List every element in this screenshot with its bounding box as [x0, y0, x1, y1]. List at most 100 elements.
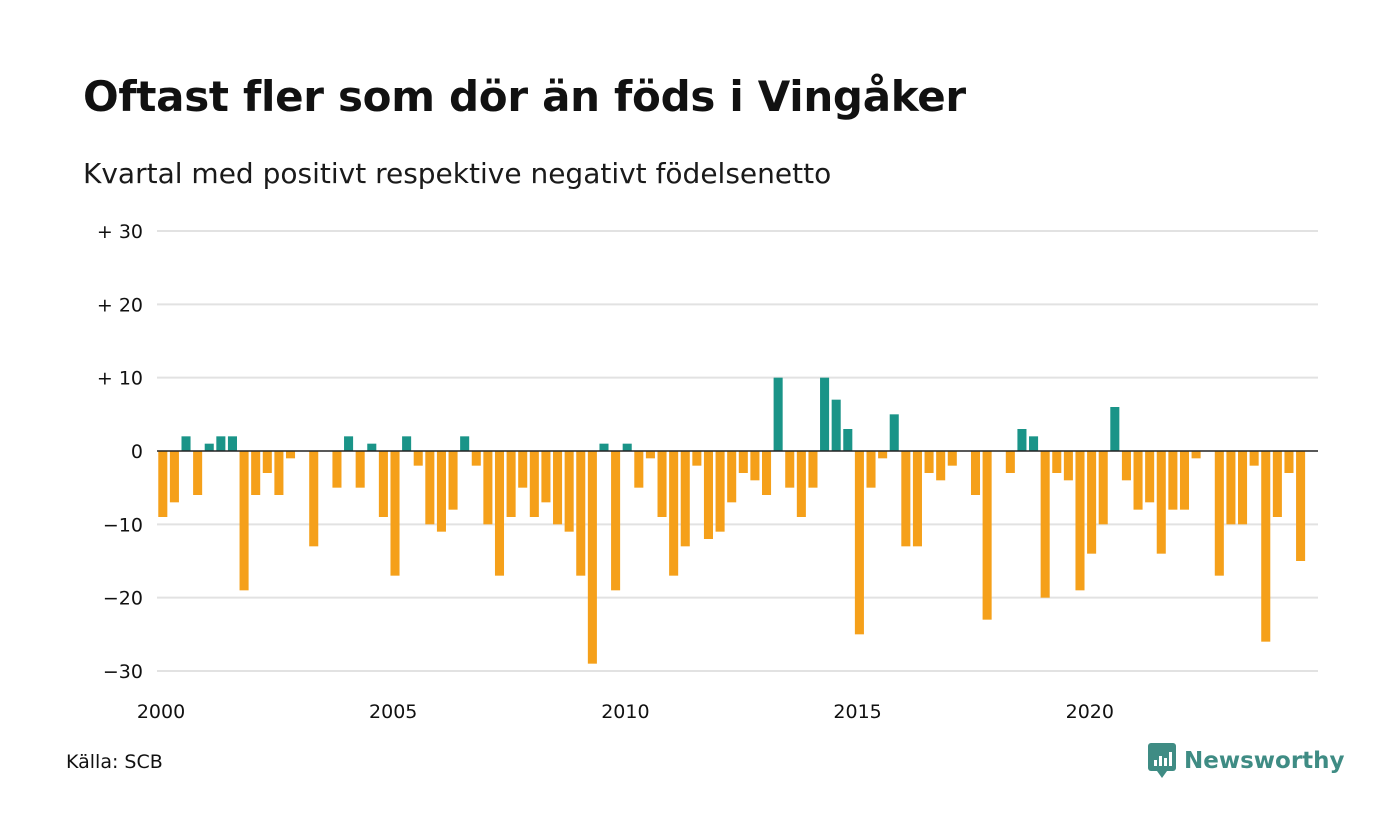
bar — [1017, 429, 1027, 451]
bar — [1133, 451, 1143, 510]
bar — [808, 451, 818, 488]
bar — [1226, 451, 1236, 525]
bar — [1075, 451, 1085, 591]
x-tick-label: 2010 — [601, 701, 649, 723]
bar — [587, 451, 597, 664]
bar — [576, 451, 586, 576]
bar — [378, 451, 388, 517]
bar — [460, 436, 470, 451]
bar — [750, 451, 760, 481]
bar — [285, 451, 296, 459]
bar — [483, 451, 493, 525]
bar — [1179, 451, 1190, 510]
bar — [1005, 451, 1015, 473]
y-tick-label: + 30 — [97, 221, 143, 243]
bar — [878, 451, 888, 459]
x-tick-label: 2005 — [369, 701, 417, 723]
chart-subtitle: Kvartal med positivt respektive negativt… — [83, 157, 832, 190]
bar — [1052, 451, 1062, 473]
y-tick-label: −10 — [103, 514, 143, 536]
bar — [1214, 451, 1224, 576]
bar — [1191, 451, 1201, 459]
bar — [181, 436, 191, 451]
y-tick-label: + 20 — [97, 294, 143, 316]
bar — [402, 436, 412, 451]
bar — [1121, 451, 1131, 481]
bar — [912, 451, 922, 547]
bar — [1063, 451, 1073, 481]
bar — [1296, 451, 1306, 561]
bar — [820, 377, 830, 451]
chart-title: Oftast fler som dör än föds i Vingåker — [83, 72, 966, 121]
bar — [669, 451, 679, 576]
bar — [193, 451, 203, 495]
bar — [1156, 451, 1166, 554]
bar — [425, 451, 435, 525]
bar — [436, 451, 446, 532]
bar — [1098, 451, 1108, 525]
bar — [843, 429, 853, 451]
bar — [692, 451, 702, 466]
bar — [715, 451, 725, 532]
bar — [1272, 451, 1282, 517]
bar — [1168, 451, 1178, 510]
bar — [866, 451, 876, 488]
bar — [1029, 436, 1039, 451]
bar — [344, 436, 354, 451]
bar — [390, 451, 400, 576]
newsworthy-logo-icon — [1148, 743, 1176, 778]
bar — [703, 451, 714, 539]
bar — [738, 451, 748, 473]
bar — [251, 451, 261, 495]
bar — [494, 451, 505, 576]
bar — [854, 451, 864, 635]
axes: + 30 + 20 + 10 0 −10 −20 −30 2000 2005 2010 2015 20… — [97, 221, 1318, 723]
bar — [1040, 451, 1050, 598]
bar — [413, 451, 423, 466]
bar — [564, 451, 574, 532]
bar — [216, 436, 226, 451]
bar — [645, 451, 655, 459]
bar — [622, 443, 632, 451]
brand: Newsworthy — [1148, 743, 1345, 779]
bar — [1145, 451, 1155, 503]
bar — [1261, 451, 1271, 642]
bar — [274, 451, 284, 495]
bar — [657, 451, 667, 517]
bar — [1087, 451, 1097, 554]
bar — [611, 451, 621, 591]
x-tick-label: 2015 — [833, 701, 881, 723]
bar — [889, 414, 899, 451]
bar — [936, 451, 946, 481]
bar — [239, 451, 249, 591]
bar — [158, 451, 168, 517]
bar — [471, 451, 481, 466]
bar — [1238, 451, 1248, 525]
bar — [634, 451, 644, 488]
bar — [332, 451, 342, 488]
bar — [727, 451, 737, 503]
bar — [761, 451, 772, 495]
y-tick-label: −20 — [103, 588, 143, 610]
bar — [553, 451, 563, 525]
bar — [1249, 451, 1259, 466]
bar — [227, 436, 237, 451]
bar — [448, 451, 458, 510]
bar — [947, 451, 957, 466]
bar — [773, 377, 783, 451]
x-tick-label: 2000 — [137, 701, 185, 723]
bar — [831, 399, 841, 451]
bars — [158, 377, 1306, 664]
brand-name: Newsworthy — [1184, 748, 1345, 774]
bar — [982, 451, 992, 620]
bar — [541, 451, 551, 503]
bar — [506, 451, 516, 517]
bar — [680, 451, 690, 547]
bar — [262, 451, 272, 473]
bar — [796, 451, 806, 517]
bar — [1284, 451, 1294, 473]
bar — [970, 451, 981, 495]
y-tick-label: 0 — [131, 441, 143, 463]
bar — [1110, 407, 1120, 451]
